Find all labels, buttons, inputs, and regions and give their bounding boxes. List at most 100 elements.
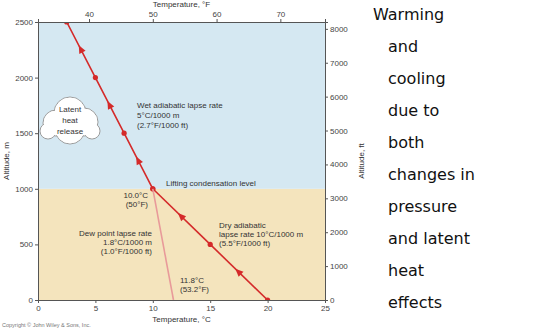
annotation: Wet adiabatic lapse rate (137, 101, 223, 110)
tick-label: 1000 (15, 185, 33, 194)
annotation: 11.8°C (180, 276, 204, 285)
tick: 2000 (325, 228, 348, 237)
direction-arrow (104, 99, 114, 109)
cloud-fill (85, 124, 99, 138)
tick-mark (210, 300, 211, 303)
annotation: Latent (59, 105, 82, 114)
tick-label: 0 (29, 296, 34, 305)
cloud (40, 97, 100, 144)
altitude-band (38, 22, 325, 189)
annotation: 10.0°C (123, 191, 148, 200)
y2-axis-title: Altitude, ft (357, 142, 366, 178)
tick-label: 60 (213, 10, 222, 19)
annotation: 5°C/1000 m (137, 111, 180, 120)
tick: 5000 (325, 127, 348, 136)
x2-axis: 40 50 60 70 (39, 10, 326, 23)
axis-line (39, 301, 326, 304)
tick-mark (35, 189, 38, 190)
altitude-band (38, 189, 325, 300)
tick-mark (153, 19, 154, 22)
tick-label: 0 (36, 304, 41, 313)
tick: 60 (213, 10, 222, 22)
cloud-fill (41, 124, 55, 138)
tick-label: 10 (149, 304, 158, 313)
copyright: Copyright © John Wiley & Sons, Inc. (2, 322, 91, 328)
y-axis: 0 500 1000 1500 2000 2500 (15, 18, 38, 305)
tick-label: 7000 (330, 59, 348, 68)
tick-label: 15 (206, 304, 215, 313)
tick-label: 20 (264, 304, 273, 313)
tick-mark (35, 300, 38, 301)
tick-mark (325, 131, 328, 132)
tick-label: 0 (330, 296, 335, 305)
side-text: Warming (373, 5, 444, 24)
tick: 2500 (15, 18, 38, 27)
tick-label: 50 (149, 10, 158, 19)
tick-mark (35, 22, 38, 23)
tick-mark (325, 232, 328, 233)
series-point (122, 131, 127, 136)
tick-mark (95, 300, 96, 303)
tick-label: 2500 (15, 18, 33, 27)
series-point (208, 242, 213, 247)
side-text: and (388, 37, 418, 56)
tick-mark (325, 63, 328, 64)
tick-mark (325, 198, 328, 199)
tick: 1500 (15, 129, 38, 138)
annotation: lapse rate 10°C/1000 m (219, 230, 303, 239)
cloud-fill (56, 115, 84, 143)
tick-mark (325, 164, 328, 165)
tick-label: 4000 (330, 160, 348, 169)
axis-line (35, 23, 39, 301)
tick: 15 (206, 300, 215, 313)
tick-label: 5 (94, 304, 99, 313)
tick: 2000 (15, 74, 38, 83)
series-point (93, 75, 98, 80)
tick: 5 (94, 300, 99, 313)
annotation: heat (62, 116, 78, 125)
plot-area (38, 22, 325, 300)
tick: 40 (85, 10, 94, 22)
tick: 3000 (325, 194, 348, 203)
tick: 4000 (325, 160, 348, 169)
tick-label: 70 (276, 10, 285, 19)
tick-mark (35, 244, 38, 245)
tick-mark (35, 133, 38, 134)
direction-arrow (133, 155, 143, 165)
side-text: changes in (388, 165, 475, 184)
chart-svg: 0510152025405060700500100015002000250001… (0, 0, 548, 329)
chart-container: 0510152025405060700500100015002000250001… (0, 0, 548, 329)
tick-label: 2000 (330, 228, 348, 237)
tick-mark (325, 300, 328, 301)
tick: 6000 (325, 93, 348, 102)
side-text: pressure (388, 197, 457, 216)
tick: 1000 (15, 185, 38, 194)
annotation: Lifting condensation level (166, 179, 256, 188)
tick: 10 (149, 300, 158, 313)
tick-mark (153, 300, 154, 303)
tick-mark (217, 19, 218, 22)
x2-axis-title: Temperature, °F (153, 0, 211, 9)
tick-mark (268, 300, 269, 303)
tick-label: 40 (85, 10, 94, 19)
tick-mark (35, 78, 38, 79)
side-text: due to (388, 101, 439, 120)
tick: 0 (29, 296, 38, 305)
y2-axis: 010002000300040005000600070008000 (325, 23, 348, 306)
y-axis-title: Altitude, m (2, 142, 11, 180)
tick-mark (325, 29, 328, 30)
tick-label: 8000 (330, 25, 348, 34)
tick-mark (280, 19, 281, 22)
tick-label: 500 (20, 240, 34, 249)
annotation: Dew point lapse rate (79, 229, 152, 238)
tick-label: 1500 (15, 129, 33, 138)
tick: 0 (36, 300, 41, 313)
tick-label: 2000 (15, 74, 33, 83)
annotation: Dry adiabatic (219, 221, 266, 230)
tick-label: 3000 (330, 194, 348, 203)
annotation: (50°F) (126, 200, 149, 209)
side-text: both (388, 133, 424, 152)
tick-mark (325, 266, 328, 267)
series-point (265, 297, 270, 300)
series-line (153, 189, 174, 300)
